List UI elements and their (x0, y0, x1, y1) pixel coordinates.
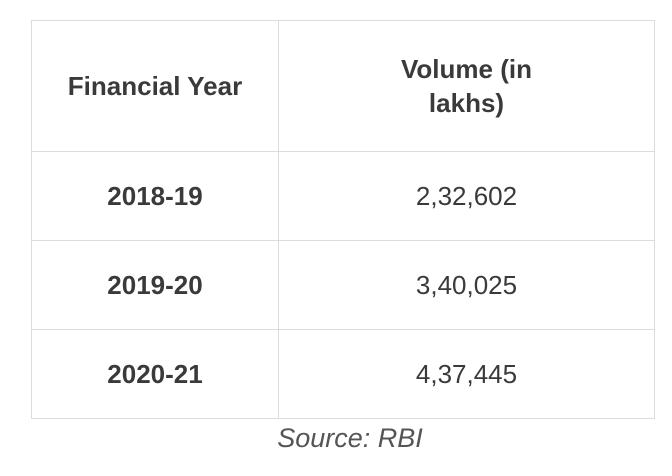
volume-cell: 4,37,445 (278, 329, 655, 419)
table-row: 2020-21 4,37,445 (31, 329, 655, 419)
header-volume: Volume (in lakhs) (278, 20, 655, 152)
table-row: 2018-19 2,32,602 (31, 151, 655, 241)
header-financial-year: Financial Year (31, 20, 279, 152)
volume-cell: 2,32,602 (278, 151, 655, 241)
volume-table: Financial Year Volume (in lakhs) 2018-19… (31, 20, 655, 419)
year-cell: 2019-20 (31, 240, 279, 330)
header-volume-label: Volume (in lakhs) (401, 54, 532, 118)
table-row: 2019-20 3,40,025 (31, 240, 655, 330)
table-header-row: Financial Year Volume (in lakhs) (31, 20, 655, 152)
year-cell: 2018-19 (31, 151, 279, 241)
year-cell: 2020-21 (31, 329, 279, 419)
volume-cell: 3,40,025 (278, 240, 655, 330)
source-caption: Source: RBI (277, 423, 423, 453)
